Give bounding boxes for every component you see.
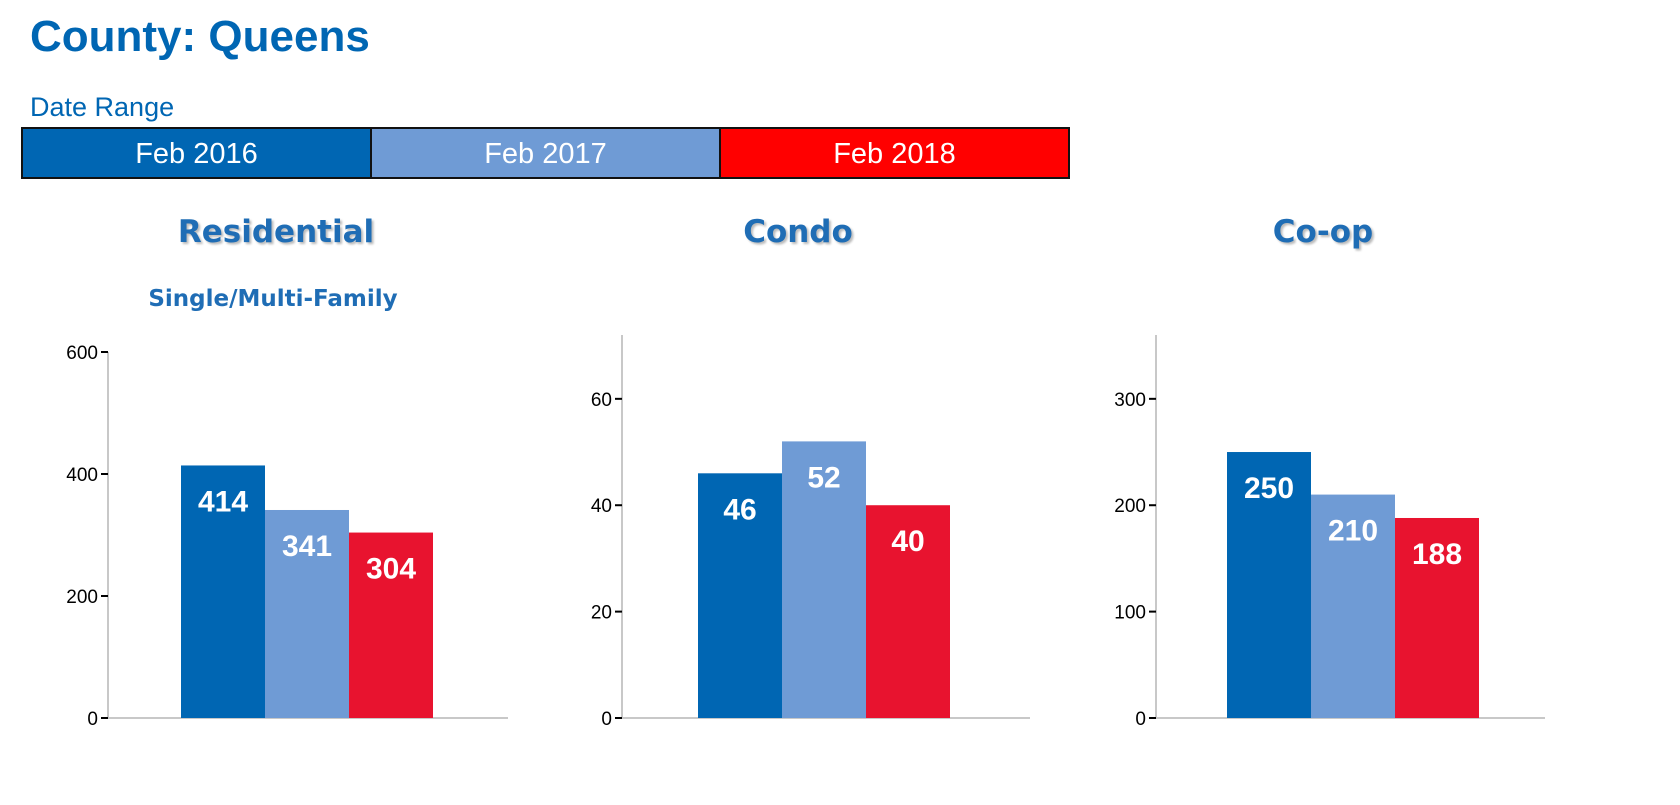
y-tick-label: 0 [87, 709, 98, 730]
date-range-legend: Feb 2016 Feb 2017 Feb 2018 [21, 127, 1070, 179]
data-label: 250 [1244, 472, 1294, 505]
bar-feb-2018 [1395, 517, 1479, 718]
chart-co-op: Co-op 0 100 200 300 250 210 188 [1114, 214, 1545, 730]
bar-feb-2017 [1311, 494, 1395, 718]
date-range-label: Date Range [30, 92, 175, 122]
bar-feb-2017 [265, 509, 349, 718]
y-tick-label: 400 [66, 465, 98, 486]
data-label: 304 [366, 553, 416, 586]
legend-item-1: Feb 2017 [372, 129, 721, 177]
y-tick-label: 300 [1114, 390, 1146, 411]
bar-feb-2016 [698, 473, 782, 718]
chart-title: Condo [743, 214, 853, 250]
y-tick-label: 100 [1114, 603, 1146, 624]
y-tick-label: 600 [66, 343, 98, 364]
bar-feb-2018 [349, 532, 433, 718]
y-tick-label: 0 [601, 709, 612, 730]
chart-residential: Residential Single/Multi-Family 0 200 400 600… [66, 214, 508, 730]
chart-title: Residential [178, 214, 374, 250]
chart-condo: Condo 0 20 40 60 46 52 40 [591, 214, 1030, 730]
page-title: County: Queens [30, 12, 370, 61]
y-tick-label: 200 [66, 587, 98, 608]
y-tick-label: 40 [591, 496, 612, 517]
data-label: 188 [1412, 538, 1462, 571]
y-tick-label: 60 [591, 390, 612, 411]
data-label: 414 [198, 485, 248, 518]
bar-feb-2017 [782, 441, 866, 718]
data-label: 341 [282, 530, 332, 563]
legend-item-0: Feb 2016 [23, 129, 372, 177]
data-label: 52 [807, 461, 840, 494]
y-tick-label: 0 [1135, 709, 1146, 730]
data-label: 40 [891, 525, 924, 558]
y-tick-label: 20 [591, 603, 612, 624]
y-tick-label: 200 [1114, 496, 1146, 517]
bar-feb-2016 [1227, 452, 1311, 718]
bar-feb-2018 [866, 505, 950, 718]
chart-subtitle: Single/Multi-Family [148, 286, 397, 312]
chart-title: Co-op [1273, 214, 1373, 250]
bar-feb-2016 [181, 465, 265, 718]
data-label: 210 [1328, 515, 1378, 548]
legend-item-2: Feb 2018 [721, 129, 1068, 177]
data-label: 46 [723, 493, 756, 526]
